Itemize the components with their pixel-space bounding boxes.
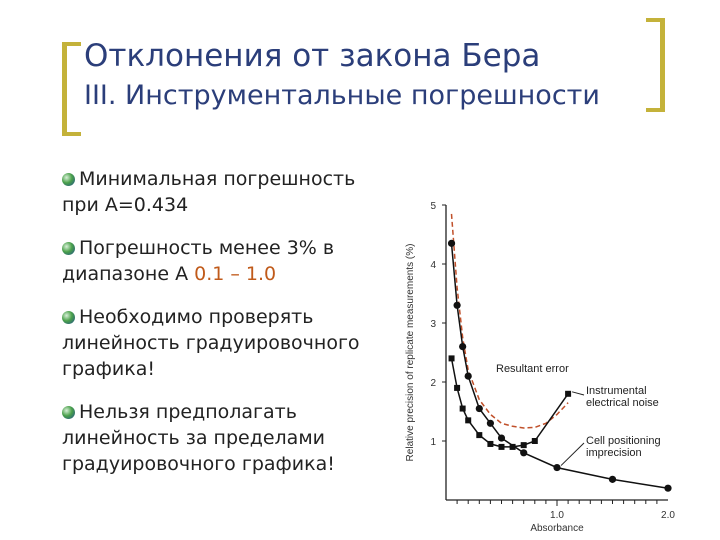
- data-point-square: [520, 442, 527, 449]
- y-tick-label: 4: [430, 260, 436, 271]
- slide-subtitle: III. Инструментальные погрешности: [84, 80, 600, 111]
- data-point-circle: [486, 419, 494, 427]
- data-point-circle: [608, 475, 617, 483]
- bullet-item-min-error: Минимальная погрешность при A=0.434: [62, 166, 397, 218]
- slide-title: Отклонения от закона Бера: [84, 38, 541, 74]
- data-point-circle: [664, 484, 672, 492]
- y-tick-label: 5: [430, 201, 436, 212]
- right-bracket-decoration: [646, 18, 665, 112]
- y-tick-label: 1: [430, 437, 436, 448]
- data-point-square: [465, 417, 472, 424]
- x-tick-label: 1.0: [550, 510, 564, 521]
- data-point-circle: [520, 449, 528, 457]
- data-point-square: [448, 355, 455, 362]
- noise-leader-line: [571, 391, 585, 396]
- cell-positioning-label: Cell positioning imprecision: [586, 435, 661, 459]
- data-point-circle: [497, 434, 506, 442]
- bullet-text: Необходимо проверять линейность градуиро…: [62, 306, 360, 380]
- x-axis-label: Absorbance: [530, 523, 584, 534]
- bullet-item-check-linearity: Необходимо проверять линейность градуиро…: [62, 304, 397, 382]
- bullet-icon: [62, 173, 75, 186]
- bullet-text: Погрешность менее 3% в диапазоне А: [62, 237, 335, 285]
- instrumental-noise-label: Instrumental electrical noise: [586, 385, 659, 409]
- data-point-square: [565, 390, 572, 397]
- bullet-item-no-extrapolation: Нельзя предполагать линейность за предел…: [62, 399, 397, 477]
- bullet-icon: [62, 406, 75, 419]
- data-point-square: [498, 443, 505, 450]
- left-bracket-decoration: [62, 42, 81, 136]
- data-point-circle: [553, 463, 561, 472]
- y-tick-label: 3: [430, 319, 436, 330]
- chart-series: [447, 213, 672, 492]
- data-point-square: [509, 443, 516, 450]
- data-point-square: [476, 432, 483, 439]
- chart-annotations: Resultant error Instrumental electrical no…: [496, 363, 661, 466]
- chart-ticks: 1 2 3 4 5 1.0 2.0 Absorbance Relative precision …: [405, 201, 675, 534]
- bullet-text: Нельзя предполагать линейность за предел…: [62, 401, 335, 475]
- data-point-circle: [464, 372, 472, 380]
- range-highlight: 0.1 – 1.0: [194, 263, 277, 285]
- bullet-text: Минимальная погрешность при A=0.434: [62, 168, 356, 216]
- data-point-circle: [447, 239, 456, 247]
- bullet-icon: [62, 242, 75, 255]
- series-line: [450, 213, 569, 429]
- data-point-circle: [459, 343, 467, 351]
- bullet-item-range: Погрешность менее 3% в диапазоне А 0.1 –…: [62, 235, 397, 287]
- precision-chart: 1 2 3 4 5 1.0 2.0 Absorbance Relative precision …: [405, 201, 675, 534]
- y-tick-label: 2: [430, 378, 436, 389]
- data-point-square: [531, 438, 538, 444]
- data-point-circle: [475, 404, 483, 413]
- data-point-circle: [453, 301, 461, 309]
- y-axis-label: Relative precision of replicate measurem…: [405, 244, 416, 462]
- resultant-error-label: Resultant error: [496, 363, 569, 375]
- cell-leader-line: [560, 442, 585, 466]
- bullet-list: Минимальная погрешность при A=0.434 Погр…: [62, 166, 397, 494]
- data-point-square: [487, 440, 494, 447]
- bullet-icon: [62, 311, 75, 324]
- x-tick-label: 2.0: [661, 510, 675, 521]
- data-point-square: [459, 405, 466, 412]
- data-point-square: [454, 384, 461, 391]
